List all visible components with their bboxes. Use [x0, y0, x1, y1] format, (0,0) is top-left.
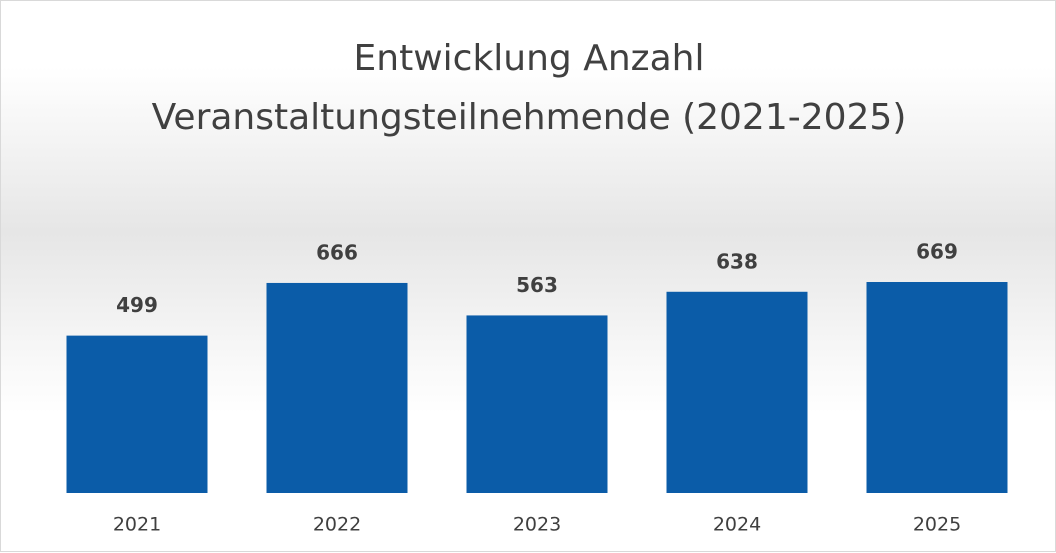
x-tick-label: 2021 [113, 514, 161, 536]
x-tick-label: 2024 [713, 514, 761, 536]
x-tick-label: 2023 [513, 514, 561, 536]
bar [66, 335, 208, 493]
chart-title: Entwicklung Anzahl Veranstaltungsteilneh… [151, 38, 907, 138]
data-label: 563 [516, 273, 558, 297]
bar [466, 315, 608, 493]
bar [666, 291, 808, 493]
data-label: 638 [716, 249, 758, 273]
bar [866, 282, 1008, 493]
data-label: 499 [116, 293, 158, 317]
bar [266, 282, 408, 493]
x-tick-label: 2022 [313, 514, 361, 536]
data-label: 666 [316, 240, 358, 264]
x-tick-label: 2025 [913, 514, 961, 536]
data-label: 669 [916, 240, 958, 264]
